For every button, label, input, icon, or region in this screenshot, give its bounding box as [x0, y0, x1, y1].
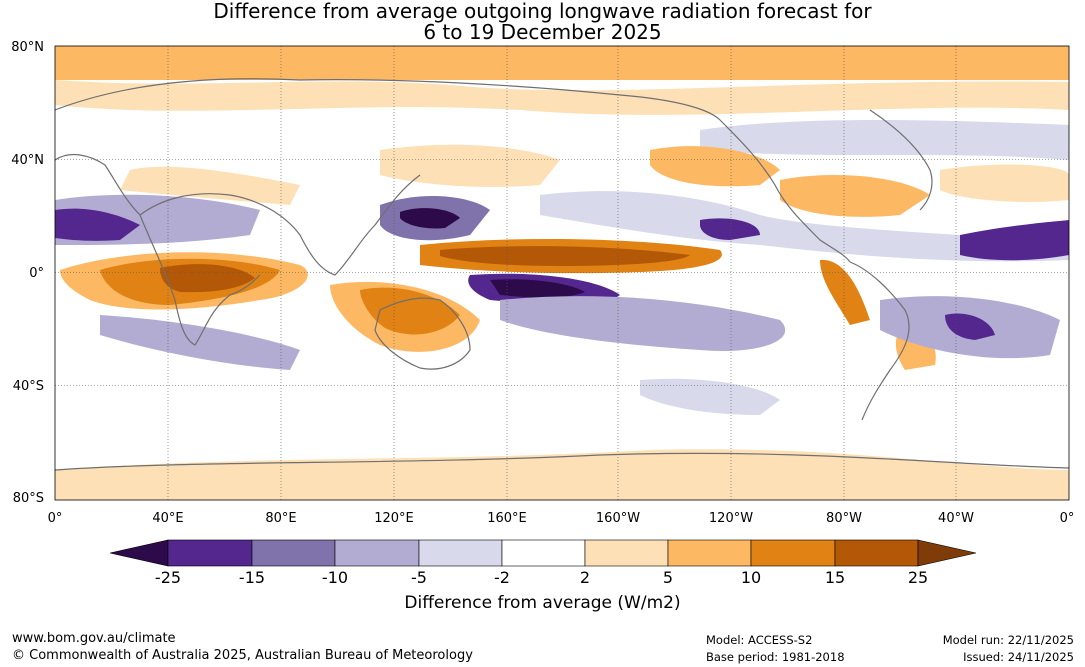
lon-label-80w: 80°W [826, 511, 862, 526]
atlantic-positive-region [940, 164, 1069, 202]
southern-negative-region [640, 378, 780, 415]
south-america-coast [849, 261, 910, 421]
colorbar-bin [667, 539, 752, 567]
colorbar-tick: -10 [321, 568, 349, 587]
lon-label-40e: 40°E [152, 511, 183, 526]
arctic-positive-band [55, 46, 1069, 80]
colorbar-tick: -25 [154, 568, 182, 587]
colorbar-title: Difference from average (W/m2) [404, 593, 681, 613]
atlantic-strong-negative [960, 220, 1069, 261]
arctic-coast [55, 78, 721, 121]
asia-coast [139, 174, 421, 276]
colorbar-tick: 5 [662, 568, 674, 587]
colorbar-bin [750, 539, 836, 567]
africa-coast [55, 153, 261, 346]
colorbar-tick: 10 [740, 568, 762, 587]
colorbar-tick: -2 [494, 568, 510, 587]
map-frame [54, 45, 1070, 501]
colorbar-tick: 25 [907, 568, 929, 587]
colorbar-tick: -15 [238, 568, 266, 587]
pacific-positive-region [650, 146, 780, 187]
colorbar [109, 539, 977, 567]
lat-label-80s: 80°S [13, 491, 44, 506]
northamerica-positive-region [780, 175, 930, 217]
westpacific-strong-negative [400, 208, 460, 229]
colorbar-bin [167, 539, 253, 567]
epacific-strong-negative [700, 218, 760, 240]
lon-label-120e: 120°E [374, 511, 414, 526]
spacific-negative-belt [500, 296, 786, 351]
anomaly-field [55, 46, 1069, 500]
colorbar-bin [334, 539, 420, 567]
lat-label-80n: 80°N [11, 40, 44, 55]
footer-issued: Issued: 24/11/2025 [963, 650, 1074, 664]
map-title-line-2: 6 to 19 December 2025 [423, 20, 662, 44]
antarctica-coast [55, 452, 1069, 471]
china-positive-region [380, 144, 560, 187]
colorbar-tick: -5 [411, 568, 427, 587]
coastlines [55, 78, 1069, 471]
npacific-negative-region [700, 120, 1069, 160]
north-america-east-coast [869, 109, 933, 211]
map-title-line-1: Difference from average outgoing longwav… [213, 0, 872, 23]
satlantic-strong-negative [945, 313, 995, 340]
lon-label-0-right: 0° [1060, 511, 1075, 526]
colorbar-bin [834, 539, 919, 567]
australia-coast [374, 297, 471, 370]
lat-label-40n: 40°N [11, 153, 44, 168]
mideast-positive-region [120, 166, 300, 205]
lon-label-0-left: 0° [48, 511, 63, 526]
footer-website-link[interactable]: www.bom.gov.au/climate [12, 631, 176, 646]
colorbar-extend-low [109, 539, 169, 567]
pacific-peak-positive [440, 246, 690, 266]
colorbar-bin [418, 539, 503, 567]
colorbar-bin [251, 539, 336, 567]
colorbar-tick: 15 [824, 568, 846, 587]
footer-base-period: Base period: 1981-2018 [706, 650, 845, 664]
lon-label-80e: 80°E [265, 511, 296, 526]
graticule [55, 46, 1069, 500]
footer-copyright: © Commonwealth of Australia 2025, Austra… [12, 648, 473, 663]
africa-strong-negative [55, 208, 140, 241]
sindian-negative-belt [100, 315, 300, 370]
lat-label-40s: 40°S [13, 379, 44, 394]
npacific-tropical-negative [540, 191, 1069, 262]
footer-model-run: Model run: 22/11/2025 [942, 633, 1074, 647]
north-america-west-coast [719, 119, 851, 263]
lon-label-40w: 40°W [938, 511, 974, 526]
colorbar-bin [501, 539, 586, 567]
colorbar-extend-high [917, 539, 977, 567]
colorbar-bin [584, 539, 669, 567]
pacific-peak-negative [490, 279, 585, 298]
indian-ocean-peak-positive [160, 264, 255, 293]
southamerica-positive [820, 259, 870, 325]
colorbar-tick: 2 [579, 568, 591, 587]
footer-model: Model: ACCESS-S2 [706, 633, 813, 647]
lon-label-120w: 120°W [709, 511, 753, 526]
lon-label-160w: 160°W [596, 511, 640, 526]
north-positive-band [55, 80, 1069, 115]
lat-label-0: 0° [29, 266, 44, 281]
lon-label-160e: 160°E [487, 511, 527, 526]
